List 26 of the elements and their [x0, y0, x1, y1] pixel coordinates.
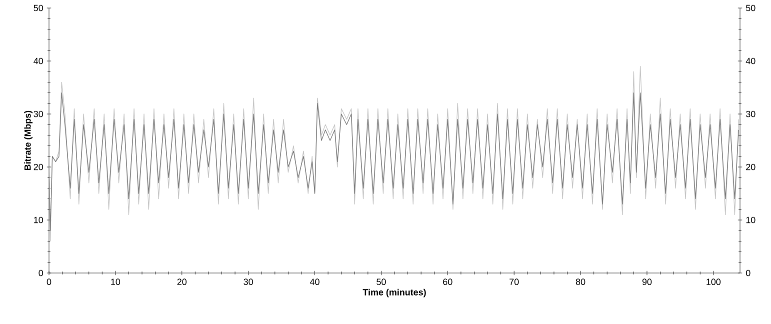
x-axis-title: Time (minutes)	[362, 288, 426, 298]
x-tick-label: 60	[443, 278, 452, 285]
y-tick-label: 50	[34, 4, 44, 12]
y-tick-label: 20	[34, 164, 44, 170]
y2-tick-label: 20	[746, 164, 756, 170]
x-tick-label: 40	[310, 278, 320, 285]
y2-tick-label: 0	[746, 270, 750, 276]
y2-tick-label: 10	[746, 216, 756, 224]
y-tick-label: 10	[34, 216, 44, 224]
x-tick-label: 50	[376, 278, 386, 285]
x-tick-label: 30	[244, 278, 253, 285]
x-tick-label: 10	[111, 278, 120, 285]
x-tick-label: 100	[706, 278, 721, 285]
x-tick-label: 70	[510, 278, 519, 285]
x-tick-label: 20	[177, 278, 187, 285]
x-tick-label: 80	[576, 278, 586, 285]
x-tick-label: 0	[46, 278, 52, 285]
y2-tick-label: 40	[746, 58, 756, 64]
y2-tick-label: 50	[746, 4, 756, 12]
y-tick-label: 40	[34, 58, 44, 64]
x-tick-label: 90	[642, 278, 652, 285]
y-tick-label: 0	[38, 270, 44, 276]
y2-tick-label: 30	[746, 110, 756, 118]
line-series	[49, 92, 740, 231]
y-tick-label: 30	[34, 110, 44, 118]
y-axis-title: Bitrate (Mbps)	[24, 110, 33, 170]
